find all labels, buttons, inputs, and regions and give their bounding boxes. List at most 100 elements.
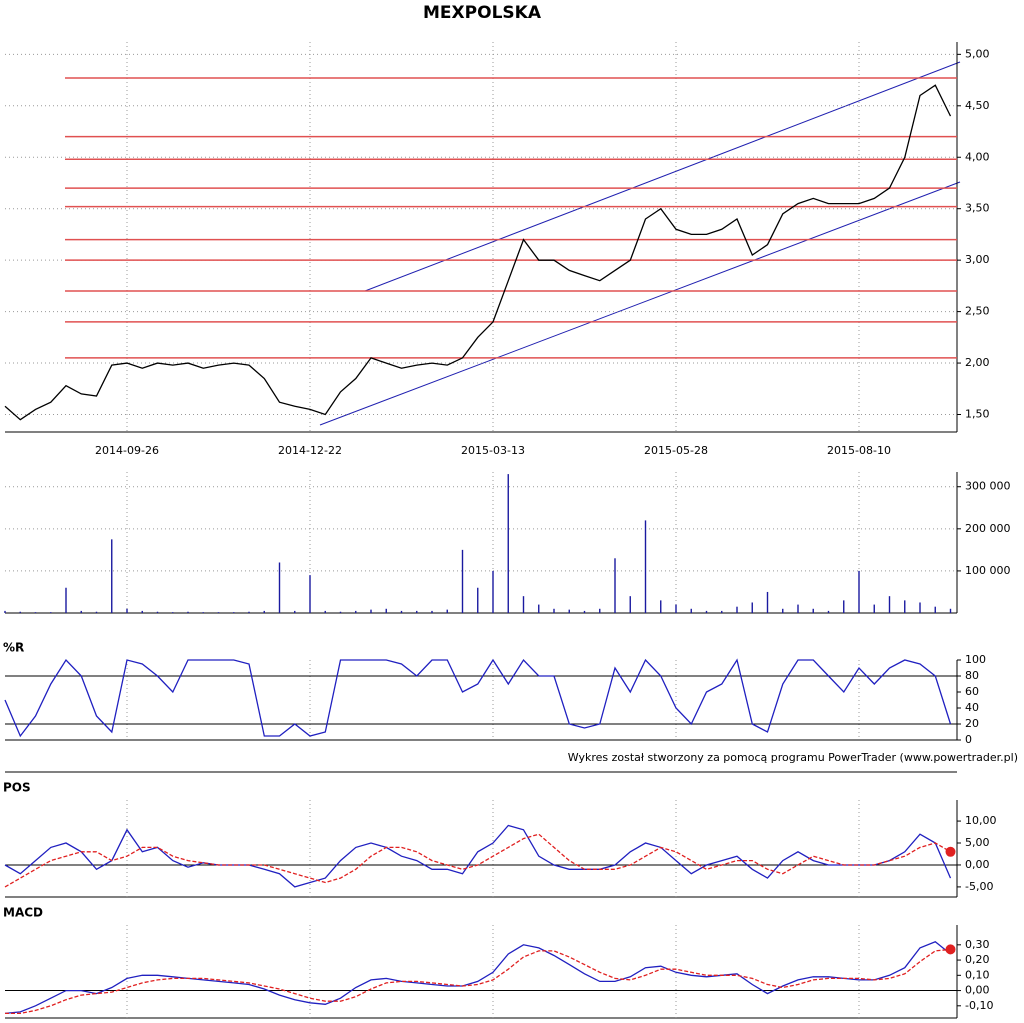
bar xyxy=(217,612,220,613)
bar xyxy=(370,609,372,613)
bar xyxy=(568,609,570,613)
bar xyxy=(721,610,723,613)
bar xyxy=(812,608,814,613)
bar xyxy=(34,612,37,613)
series-line xyxy=(5,948,951,1015)
bar xyxy=(492,570,494,613)
y-tick-label: 60 xyxy=(965,685,979,698)
y-tick-label: 2,00 xyxy=(965,356,990,369)
bar xyxy=(431,610,433,613)
bar xyxy=(461,549,464,613)
end-marker xyxy=(945,846,956,857)
bar xyxy=(507,474,509,613)
series-line xyxy=(4,84,952,421)
y-tick-label: 300 000 xyxy=(965,480,1011,493)
y-tick-label: 4,50 xyxy=(965,99,990,112)
y-tick-label: 0,00 xyxy=(965,858,990,871)
y-tick-label: 10,00 xyxy=(965,814,997,827)
bar xyxy=(522,596,525,613)
bar xyxy=(233,612,235,613)
bar xyxy=(827,610,830,613)
bar xyxy=(19,611,21,613)
y-tick-label: 20 xyxy=(965,717,979,730)
bar xyxy=(644,520,647,613)
bar xyxy=(50,612,52,613)
bar xyxy=(80,610,82,613)
y-tick-label: 5,00 xyxy=(965,47,990,60)
y-tick-label: 100 000 xyxy=(965,564,1011,577)
channel-lower xyxy=(319,181,961,426)
bar xyxy=(797,604,799,613)
bar xyxy=(553,608,555,613)
bar xyxy=(4,610,6,613)
bar xyxy=(690,608,692,613)
panel-title: %R xyxy=(3,641,24,655)
bar xyxy=(538,604,540,613)
bar xyxy=(278,562,281,613)
bar xyxy=(583,610,586,613)
series-line xyxy=(4,833,951,888)
bar xyxy=(873,604,875,613)
y-tick-label: 3,50 xyxy=(965,202,990,215)
bar xyxy=(309,575,311,613)
y-tick-label: 80 xyxy=(965,669,979,682)
bar xyxy=(339,611,342,613)
bar xyxy=(904,600,906,613)
panel-title: POS xyxy=(3,781,31,795)
y-tick-label: 0,30 xyxy=(965,938,990,951)
bar xyxy=(919,602,921,613)
bar xyxy=(675,604,677,613)
x-tick-label: 2015-05-28 xyxy=(644,444,708,457)
bar xyxy=(111,539,113,613)
panel-title: MACD xyxy=(3,906,43,920)
bar xyxy=(782,608,784,613)
bar xyxy=(934,606,936,613)
y-tick-label: 100 xyxy=(965,653,986,666)
bar xyxy=(766,591,769,613)
bar xyxy=(95,611,98,613)
y-tick-label: 4,00 xyxy=(965,150,990,163)
bar xyxy=(202,612,204,613)
bar xyxy=(263,610,265,613)
series-line xyxy=(4,824,952,888)
footer: Wykres został stworzony za pomocą progra… xyxy=(568,751,1018,764)
bar xyxy=(416,610,418,613)
bar xyxy=(400,610,403,613)
bar xyxy=(248,611,250,613)
bar xyxy=(187,611,189,613)
y-tick-label: 0,00 xyxy=(965,984,990,997)
bar xyxy=(736,606,738,613)
bar xyxy=(949,608,952,613)
bar xyxy=(65,587,67,613)
bar xyxy=(156,611,159,613)
y-tick-label: 0,10 xyxy=(965,968,990,981)
y-tick-label: 2,50 xyxy=(965,305,990,318)
x-tick-label: 2014-09-26 xyxy=(95,444,159,457)
series-line xyxy=(4,941,951,1015)
bar xyxy=(843,600,845,613)
end-marker xyxy=(945,944,956,955)
channel-upper xyxy=(364,61,961,292)
x-tick-label: 2015-03-13 xyxy=(461,444,525,457)
y-tick-label: 200 000 xyxy=(965,522,1011,535)
bar xyxy=(858,570,860,613)
y-tick-label: 1,50 xyxy=(965,408,990,421)
y-tick-label: 40 xyxy=(965,701,979,714)
y-tick-label: -5,00 xyxy=(965,880,993,893)
bar xyxy=(477,587,479,613)
bar xyxy=(294,610,296,613)
bar xyxy=(385,608,387,613)
y-tick-label: 0 xyxy=(965,733,972,746)
bar xyxy=(126,608,128,613)
series-line xyxy=(4,658,952,738)
bar xyxy=(141,610,143,613)
bar xyxy=(660,600,662,613)
bar xyxy=(629,596,631,613)
bar xyxy=(614,558,616,613)
x-tick-label: 2015-08-10 xyxy=(827,444,891,457)
bar xyxy=(355,610,357,613)
bar xyxy=(705,610,708,613)
